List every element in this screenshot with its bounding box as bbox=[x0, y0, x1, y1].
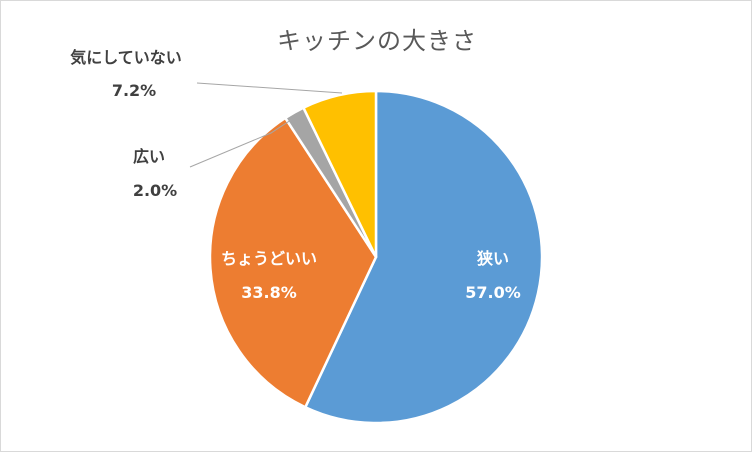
leader-line-2 bbox=[189, 117, 295, 168]
slice-value-2: 2.0% bbox=[133, 181, 177, 200]
slice-label-0: 狭い bbox=[476, 249, 509, 268]
leader-line-3 bbox=[196, 82, 343, 94]
slice-label-1: ちょうどいい bbox=[221, 249, 317, 268]
pie-slice-3 bbox=[302, 89, 378, 259]
slice-value-0: 57.0% bbox=[465, 283, 521, 302]
slice-value-3: 7.2% bbox=[112, 81, 156, 100]
slice-label-3: 気にしていない bbox=[70, 48, 182, 67]
slice-label-2: 広い bbox=[133, 147, 165, 166]
slice-value-1: 33.8% bbox=[241, 283, 297, 302]
pie-slice-1 bbox=[208, 116, 378, 409]
chart-title: キッチンの大きさ bbox=[277, 27, 477, 55]
pie-slice-0 bbox=[304, 89, 544, 425]
